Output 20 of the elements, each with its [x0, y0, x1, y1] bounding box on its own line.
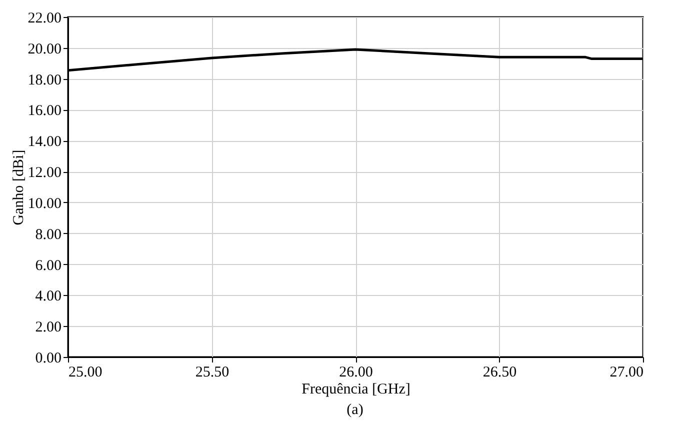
x-tick-label: 25.50	[195, 364, 230, 380]
y-tick-label: 6.00	[35, 258, 62, 274]
y-tick-label: 16.00	[28, 103, 62, 120]
x-tick-label: 25.00	[68, 364, 102, 380]
x-tick-label: 26.50	[482, 364, 517, 380]
x-tick-label: 27.00	[610, 364, 644, 380]
y-tick-label: 22.00	[28, 10, 62, 26]
x-axis-title: Frequência [GHz]	[302, 382, 410, 398]
y-tick-label: 12.00	[28, 165, 62, 182]
y-tick-label: 10.00	[28, 196, 62, 212]
y-tick-label: 20.00	[28, 41, 62, 58]
y-tick-label: 0.00	[35, 350, 62, 366]
y-tick-label: 18.00	[28, 72, 62, 88]
y-tick-label: 2.00	[35, 320, 62, 336]
y-axis-title: Ganho [dBi]	[10, 150, 27, 226]
x-tick-label: 26.00	[339, 364, 373, 380]
y-tick-label: 14.00	[28, 134, 62, 150]
y-tick-label: 4.00	[35, 288, 62, 305]
text: (a)	[346, 402, 364, 418]
y-tick-label: 8.00	[35, 226, 62, 243]
